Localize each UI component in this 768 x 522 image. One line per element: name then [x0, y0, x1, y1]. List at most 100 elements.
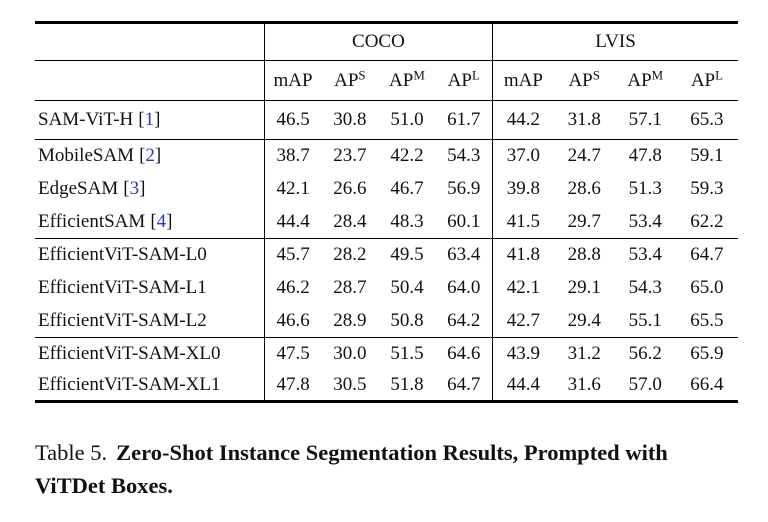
table-row-l2: EfficientViT-SAM-L2 46.6 28.9 50.8 64.2 …	[35, 304, 738, 338]
citation-number: 3	[129, 178, 140, 199]
metric-value-cell: 63.4	[447, 244, 481, 266]
metric-value-cell: 41.8	[492, 238, 554, 272]
model-name: EfficientViT-SAM-XL0	[38, 342, 221, 364]
metric-value-cell: 64.7	[690, 244, 724, 266]
bracket-close: ]	[166, 210, 173, 232]
metric-value-cell: 51.5	[390, 342, 424, 364]
table-caption: Table 5. Zero-Shot Instance Segmentation …	[35, 436, 740, 502]
metric-value-cell: 46.7	[390, 178, 424, 199]
bracket-open: [	[139, 145, 146, 167]
caption-label: Table 5.	[35, 440, 108, 465]
bracket-open: [	[123, 178, 130, 199]
metric-value-cell: 44.4	[263, 205, 322, 239]
bracket-close: ]	[154, 109, 161, 130]
metric-value-cell: 28.7	[333, 277, 367, 298]
row-group-xl-series: EfficientViT-SAM-XL0 47.5 30.0 51.5 64.6…	[35, 337, 738, 402]
model-name: SAM-ViT-H	[38, 109, 134, 130]
col-header-lvis-apm: APM	[614, 60, 676, 101]
row-label-cell: EfficientSAM [4]	[35, 206, 264, 239]
col-header-coco-apl: APL	[435, 60, 493, 101]
citation-number: 1	[144, 109, 155, 130]
metric-value-cell: 56.9	[447, 178, 481, 199]
row-label-cell: EfficientViT-SAM-XL1	[35, 370, 264, 402]
metric-value-cell: 54.3	[447, 145, 481, 167]
metric-value-cell: 55.1	[628, 309, 662, 331]
bracket-close: ]	[139, 178, 146, 199]
metric-value-cell: 51.8	[390, 373, 424, 395]
metric-value-cell: 48.3	[390, 210, 424, 232]
metric-value-cell: 30.8	[333, 109, 367, 130]
metric-value-cell: 59.3	[690, 178, 724, 199]
bracket-open: [	[138, 109, 145, 130]
col-header-lvis-aps: APS	[553, 60, 615, 101]
metric-value-cell: 44.2	[492, 100, 554, 140]
metric-value-cell: 59.1	[690, 145, 724, 167]
citation-link[interactable]: [1]	[138, 109, 160, 130]
col-header-coco-aps: APS	[321, 60, 379, 101]
column-group-lvis: LVIS	[492, 22, 738, 61]
metric-value-cell: 38.7	[263, 139, 322, 173]
metric-value-cell: 47.8	[628, 145, 662, 167]
subheader-row: mAP APS APM APL mAP APS APM APL	[35, 60, 738, 101]
table-row-efficientsam: EfficientSAM [4] 44.4 28.4 48.3 60.1 41.5…	[35, 205, 738, 239]
citation-link[interactable]: [4]	[150, 211, 172, 232]
row-label-cell: EfficientViT-SAM-XL0	[35, 338, 264, 370]
metric-value-cell: 28.4	[333, 210, 367, 232]
citation-number: 2	[145, 145, 155, 167]
column-group-coco: COCO	[263, 22, 493, 61]
metric-value-cell: 30.0	[333, 342, 367, 364]
metric-value-cell: 56.2	[628, 342, 662, 364]
metric-value-cell: 28.2	[333, 244, 367, 266]
model-name: EfficientViT-SAM-L1	[38, 277, 207, 298]
citation-number: 4	[156, 210, 167, 232]
col-header-coco-apm: APM	[378, 60, 436, 101]
col-header-coco-map: mAP	[263, 60, 322, 101]
caption-title: Zero-Shot Instance Segmentation Results,…	[35, 440, 668, 498]
metric-value-cell: 51.3	[628, 178, 662, 199]
metric-value-cell: 29.4	[567, 309, 601, 331]
model-name: EfficientViT-SAM-L2	[38, 309, 207, 331]
metric-value-cell: 65.0	[690, 277, 724, 298]
metric-value-cell: 66.4	[690, 373, 724, 395]
table-container: COCO LVIS mAP APS APM APL mAP APS APM AP…	[35, 21, 739, 403]
table-row-edgesam: EdgeSAM [3] 42.1 26.6 46.7 56.9 39.8 28.6…	[35, 172, 738, 206]
metric-value-cell: 39.8	[492, 172, 554, 206]
metric-value-cell: 53.4	[628, 210, 662, 232]
corner-cell	[35, 60, 265, 101]
bracket-close: ]	[154, 145, 162, 167]
metric-value-cell: 28.8	[567, 244, 601, 266]
metric-value-cell: 28.6	[567, 178, 601, 199]
metric-value-cell: 50.8	[390, 309, 424, 331]
metric-value-cell: 23.7	[333, 145, 367, 167]
metric-value-cell: 57.1	[628, 109, 662, 130]
metric-value-cell: 62.2	[690, 210, 724, 232]
table-row-sam-vit-h: SAM-ViT-H [1] 46.5 30.8 51.0 61.7 44.2 31…	[35, 100, 738, 140]
metric-value-cell: 47.8	[263, 369, 322, 402]
metric-value-cell: 29.7	[567, 210, 601, 232]
row-label-cell: MobileSAM [2]	[35, 140, 264, 173]
metric-value-cell: 42.1	[492, 271, 554, 305]
metric-value-cell: 51.0	[390, 109, 424, 130]
row-label-cell: EfficientViT-SAM-L1	[35, 272, 264, 305]
group-header-row: COCO LVIS	[35, 22, 738, 61]
corner-cell	[35, 22, 265, 61]
model-name: EfficientSAM	[38, 210, 146, 232]
table-row-xl0: EfficientViT-SAM-XL0 47.5 30.0 51.5 64.6…	[35, 337, 738, 370]
metric-value-cell: 64.0	[447, 277, 481, 298]
citation-link[interactable]: [3]	[123, 178, 145, 199]
table-row-xl1: EfficientViT-SAM-XL1 47.8 30.5 51.8 64.7…	[35, 369, 738, 402]
metric-value-cell: 65.5	[690, 309, 724, 331]
row-group-baseline: SAM-ViT-H [1] 46.5 30.8 51.0 61.7 44.2 31…	[35, 100, 738, 140]
metric-value-cell: 43.9	[492, 337, 554, 370]
model-name: EfficientViT-SAM-L0	[38, 244, 207, 266]
metric-value-cell: 41.5	[492, 205, 554, 239]
results-table: COCO LVIS mAP APS APM APL mAP APS APM AP…	[35, 21, 738, 403]
metric-value-cell: 37.0	[492, 139, 554, 173]
model-name: MobileSAM	[38, 145, 135, 167]
metric-value-cell: 65.9	[690, 342, 724, 364]
metric-value-cell: 29.1	[567, 277, 601, 298]
citation-link[interactable]: [2]	[139, 145, 161, 166]
row-label-cell: EfficientViT-SAM-L0	[35, 239, 264, 272]
metric-value-cell: 50.4	[390, 277, 424, 298]
